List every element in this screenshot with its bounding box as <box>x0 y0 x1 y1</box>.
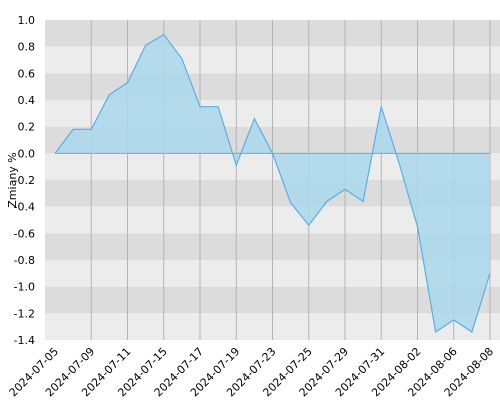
y-tick-label: -0.8 <box>14 254 35 267</box>
y-tick-label: -1.4 <box>14 334 35 347</box>
y-tick-label: 0.4 <box>18 94 36 107</box>
y-tick-label: 0.2 <box>18 121 36 134</box>
y-tick-label: 0.8 <box>18 41 36 54</box>
y-tick-label: 0.0 <box>18 147 36 160</box>
y-tick-label: 0.6 <box>18 67 36 80</box>
line <box>54 33 491 334</box>
y-axis-label: Zmiany % <box>6 152 19 207</box>
y-tick-label: -0.4 <box>14 201 35 214</box>
y-tick-label: -0.6 <box>14 227 35 240</box>
y-tick-label: -1.0 <box>14 281 35 294</box>
y-tick-label: -1.2 <box>14 307 35 320</box>
y-tick-label: 1.0 <box>18 14 36 27</box>
y-tick-label: -0.2 <box>14 174 35 187</box>
